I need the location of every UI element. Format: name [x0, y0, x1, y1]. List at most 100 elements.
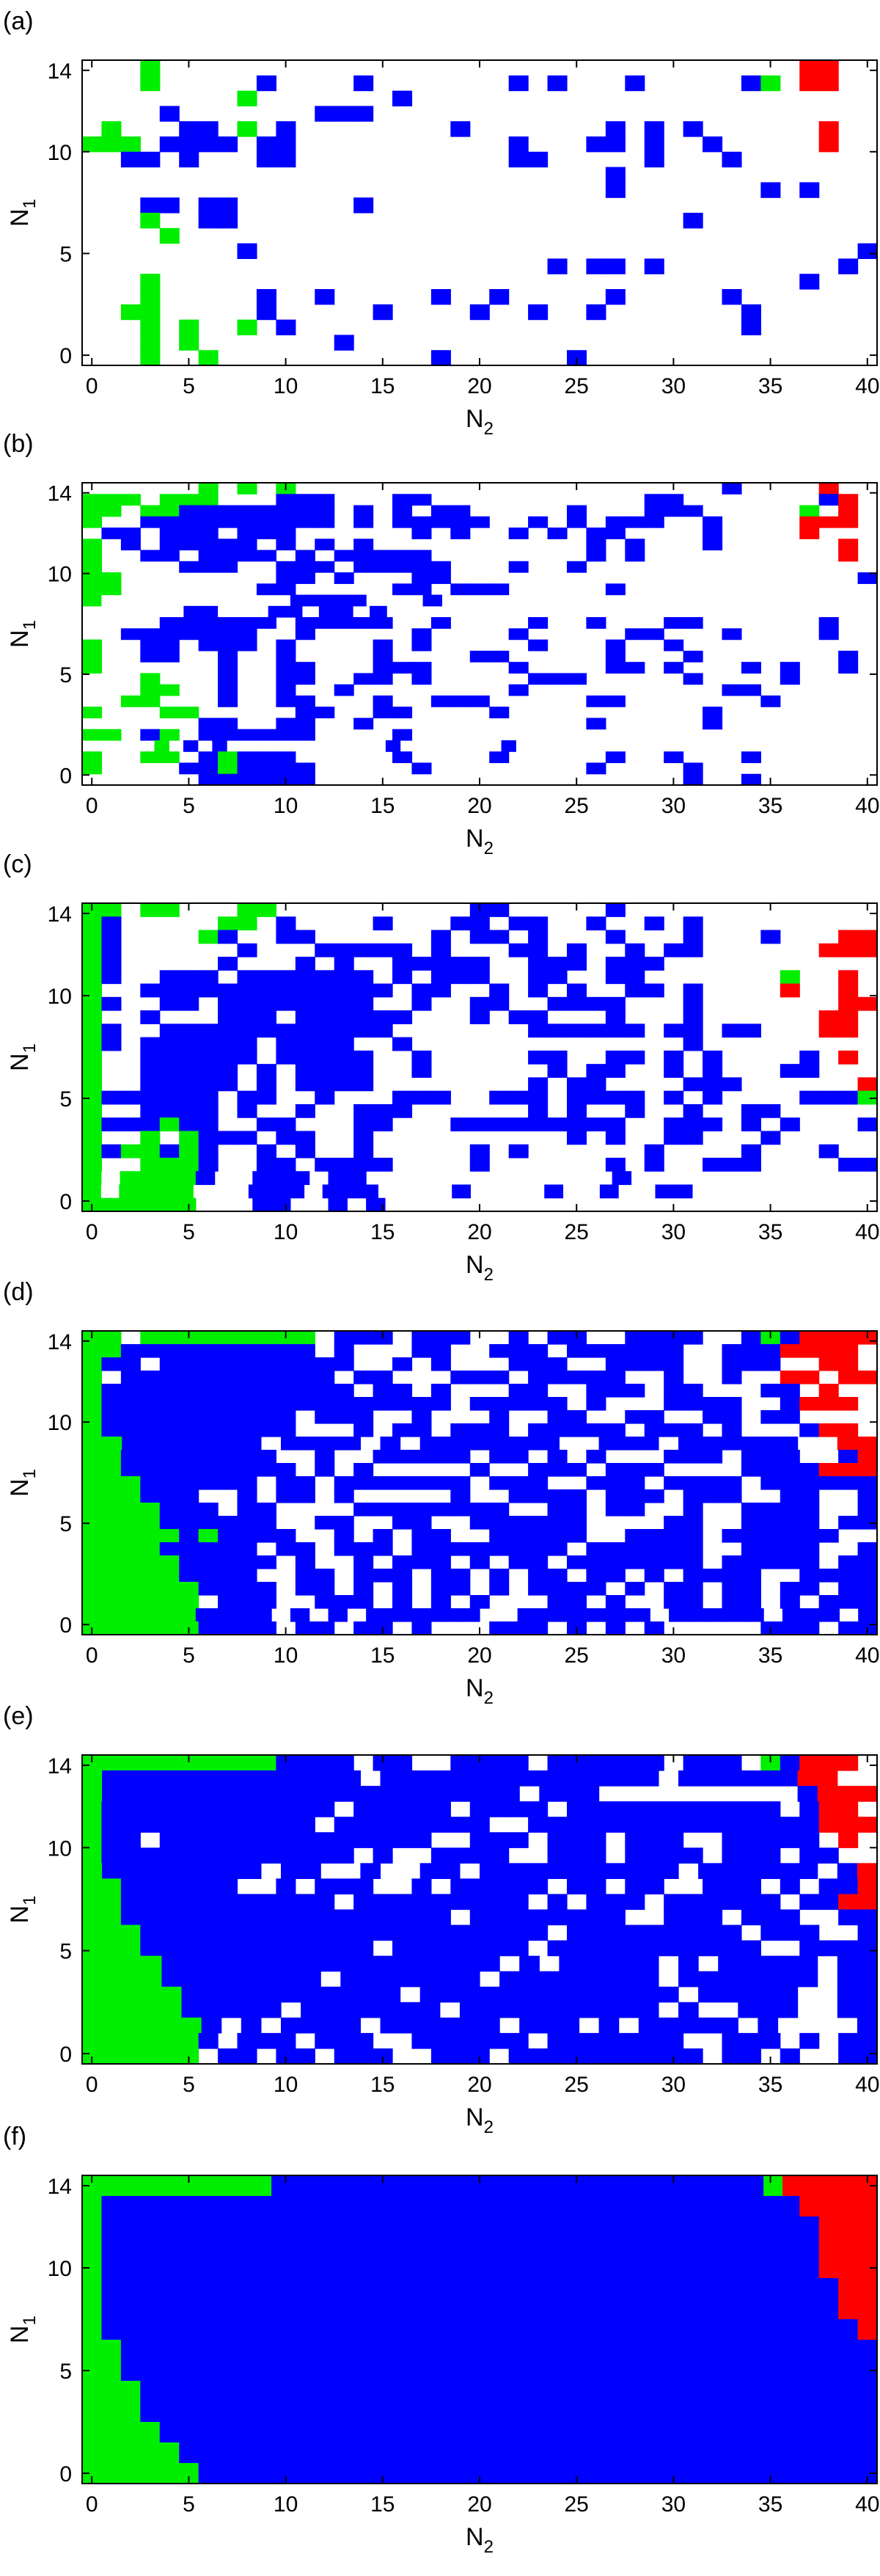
heatmap-cell	[430, 2381, 451, 2402]
heatmap-cell	[780, 1878, 800, 1895]
heatmap-cell	[161, 1955, 183, 1972]
heatmap-cell	[237, 2381, 257, 2402]
heatmap-cell	[159, 197, 180, 214]
heatmap-cell	[179, 1423, 199, 1437]
heatmap-cell	[102, 1437, 122, 1451]
heatmap-cell	[664, 1476, 684, 1490]
heatmap-cell	[799, 1503, 820, 1517]
heatmap-cell	[82, 1077, 103, 1092]
heatmap-cell	[579, 1955, 600, 1972]
heatmap-cell	[201, 1986, 222, 2003]
heatmap-cell	[489, 1090, 510, 1105]
heatmap-cell	[241, 1437, 262, 1451]
heatmap-cell	[683, 213, 703, 229]
heatmap-cell	[276, 662, 296, 674]
heatmap-cell	[82, 594, 102, 607]
heatmap-cell	[392, 1582, 413, 1596]
heatmap-cell	[818, 1024, 839, 1038]
heatmap-cell	[760, 2360, 781, 2382]
heatmap-cell	[547, 2258, 568, 2279]
heatmap-cell	[198, 2237, 219, 2258]
heatmap-cell	[838, 662, 859, 674]
heatmap-cell	[566, 996, 587, 1011]
heatmap-cell	[101, 2299, 122, 2320]
heatmap-cell	[664, 1371, 684, 1384]
x-tick-label: 10	[274, 1220, 298, 1244]
heatmap-cell	[82, 1555, 103, 1569]
heatmap-cell	[722, 1582, 742, 1596]
heatmap-cell	[605, 1010, 626, 1024]
heatmap-cell	[82, 751, 103, 764]
heatmap-cell	[120, 1878, 141, 1895]
heatmap-cell	[281, 1971, 301, 1988]
heatmap-cell	[683, 1037, 703, 1051]
heatmap-cell	[295, 1489, 315, 1503]
heatmap-cell	[547, 1817, 568, 1833]
heatmap-cell	[780, 1755, 800, 1771]
heatmap-cell	[179, 1529, 199, 1543]
y-tick-label: 14	[48, 1330, 72, 1354]
heatmap-cell	[353, 2048, 374, 2065]
heatmap-cell	[237, 1010, 257, 1024]
heatmap-cell	[276, 2237, 296, 2258]
heatmap-cell	[120, 1463, 141, 1477]
heatmap-cell	[741, 662, 761, 674]
heatmap-cell	[450, 1924, 471, 1941]
heatmap-cell	[419, 1955, 441, 1972]
heatmap-cell	[644, 1755, 664, 1771]
heatmap-cell	[198, 2216, 219, 2238]
heatmap-cell	[218, 2299, 238, 2320]
heatmap-cell	[586, 1878, 606, 1895]
heatmap-cell	[703, 1940, 723, 1957]
heatmap-cell	[586, 2381, 606, 2402]
heatmap-cell	[181, 2017, 202, 2034]
heatmap-cell	[198, 1621, 219, 1635]
heatmap-cell	[480, 1863, 500, 1879]
heatmap-cell	[237, 1529, 257, 1543]
heatmap-cell	[857, 1371, 878, 1384]
heatmap-cell	[638, 2002, 659, 2018]
heatmap-cell	[411, 2299, 432, 2320]
heatmap-cell	[837, 1986, 858, 2003]
heatmap-cell	[373, 2299, 393, 2320]
heatmap-cell	[818, 2360, 839, 2382]
heatmap-cell	[392, 1894, 413, 1911]
heatmap-cell	[198, 1476, 219, 1490]
heatmap-cell	[683, 1582, 703, 1596]
heatmap-cell	[315, 2463, 335, 2484]
heatmap-cell	[547, 2340, 568, 2361]
heatmap-cell	[703, 1476, 723, 1490]
heatmap-cell	[102, 1786, 122, 1802]
heatmap-cell	[237, 1555, 257, 1569]
heatmap-cell	[450, 2258, 471, 2279]
heatmap-cell	[360, 1971, 381, 1988]
heatmap-cell	[161, 1986, 183, 2003]
heatmap-cell	[519, 1437, 540, 1451]
heatmap-cell	[411, 2401, 432, 2423]
heatmap-cell	[741, 2319, 761, 2340]
heatmap-cell	[625, 1489, 645, 1503]
heatmap-cell	[683, 2237, 703, 2258]
heatmap-cell	[140, 1050, 161, 1065]
heatmap-cell	[179, 1755, 199, 1771]
heatmap-cell	[82, 1184, 101, 1199]
heatmap-cell	[237, 2237, 257, 2258]
heatmap-cell	[544, 1184, 564, 1199]
heatmap-cell	[799, 1423, 820, 1437]
heatmap-cell	[218, 762, 238, 775]
heatmap-cell	[450, 916, 471, 931]
heatmap-cell	[218, 516, 238, 528]
heatmap-cell	[276, 2442, 296, 2464]
heatmap-cell	[605, 2319, 626, 2340]
heatmap-cell	[450, 2360, 471, 2382]
heatmap-cell	[799, 1801, 820, 1817]
heatmap-cell	[857, 1986, 878, 2003]
heatmap-cell	[450, 957, 471, 971]
heatmap-cell	[687, 1608, 708, 1622]
heatmap-cell	[644, 136, 664, 153]
heatmap-cell	[605, 1755, 626, 1771]
heatmap-cell	[198, 2196, 219, 2217]
heatmap-cell	[198, 561, 219, 573]
heatmap-cell	[799, 1344, 820, 1358]
